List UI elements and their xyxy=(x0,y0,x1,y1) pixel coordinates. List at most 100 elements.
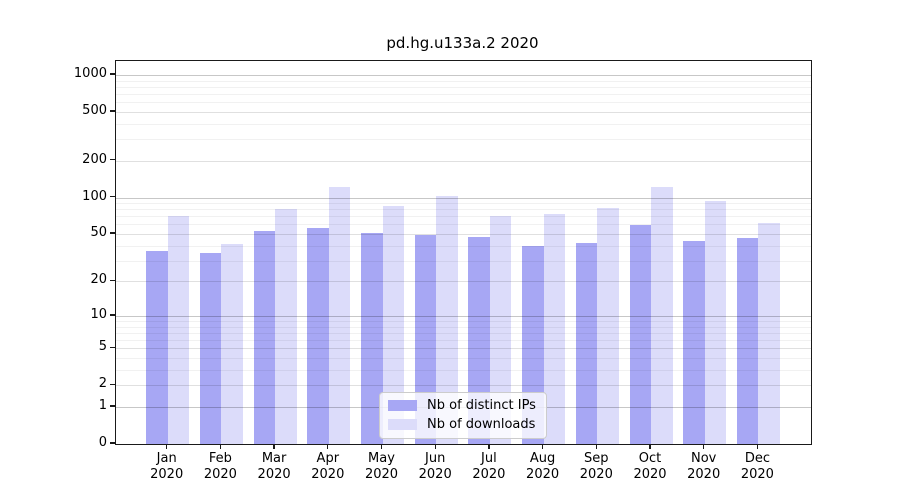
y-tick-500 xyxy=(110,110,115,112)
y-tick-label-100: 100 xyxy=(82,188,107,204)
x-tick-label-dec: Dec 2020 xyxy=(725,451,789,483)
x-tick-label-aug: Aug 2020 xyxy=(511,451,575,483)
legend-item-downloads: Nb of downloads xyxy=(388,417,536,432)
x-tick-may xyxy=(380,444,383,449)
x-tick-label-oct: Oct 2020 xyxy=(618,451,682,483)
month-name: Feb xyxy=(208,451,232,466)
gridline-80 xyxy=(116,209,811,211)
x-tick-jul xyxy=(488,444,490,449)
gridline-60 xyxy=(116,224,811,226)
bar-ips-mar xyxy=(253,230,276,444)
x-tick-label-jun: Jun 2020 xyxy=(403,451,467,483)
y-tick-label-1: 1 xyxy=(98,398,107,413)
gridline-1000 xyxy=(116,74,811,76)
chart-title: pd.hg.u133a.2 2020 xyxy=(386,34,539,52)
gridline-9 xyxy=(116,321,811,322)
gridline-600 xyxy=(116,102,811,104)
y-tick-label-50: 50 xyxy=(90,225,107,240)
month-year: 2020 xyxy=(472,467,506,482)
x-tick-mar xyxy=(273,444,275,449)
x-tick-label-mar: Mar 2020 xyxy=(242,451,306,483)
gridline-10 xyxy=(116,315,811,317)
y-tick-1000 xyxy=(110,73,115,75)
x-tick-apr xyxy=(327,444,329,449)
legend: Nb of distinct IPs Nb of downloads xyxy=(379,392,547,439)
x-tick-label-jan: Jan 2020 xyxy=(135,451,199,483)
x-tick-label-feb: Feb 2020 xyxy=(188,451,252,483)
gridline-900 xyxy=(116,80,811,82)
x-tick-label-jul: Jul 2020 xyxy=(457,451,521,483)
gridline-200 xyxy=(116,160,811,162)
legend-label-downloads: Nb of downloads xyxy=(427,417,536,432)
plot-area: Nb of distinct IPs Nb of downloads xyxy=(115,60,812,445)
bar-downloads-aug xyxy=(543,214,566,444)
bar-downloads-jun xyxy=(436,195,458,444)
x-tick-label-sep: Sep 2020 xyxy=(564,451,628,483)
gridline-400 xyxy=(116,123,811,125)
gridline-5 xyxy=(116,348,811,350)
y-tick-label-200: 200 xyxy=(82,151,107,167)
bar-ips-dec xyxy=(736,238,759,444)
y-tick-label-10: 10 xyxy=(90,306,107,322)
month-year: 2020 xyxy=(687,467,721,482)
gridline-2 xyxy=(116,385,811,387)
month-name: Mar xyxy=(261,451,287,466)
y-tick-0 xyxy=(110,442,115,444)
month-name: Sep xyxy=(584,451,609,466)
y-tick-50 xyxy=(110,232,115,234)
y-tick-200 xyxy=(110,159,115,161)
month-year: 2020 xyxy=(579,467,613,482)
gridline-90 xyxy=(116,203,811,204)
month-year: 2020 xyxy=(311,467,345,482)
bar-ips-feb xyxy=(199,252,222,444)
y-tick-10 xyxy=(110,314,115,316)
x-tick-dec xyxy=(756,444,759,449)
y-tick-20 xyxy=(110,279,115,282)
y-tick-label-0: 0 xyxy=(98,435,107,450)
month-year: 2020 xyxy=(740,467,774,482)
y-tick-100 xyxy=(110,195,115,198)
gridline-20 xyxy=(116,281,811,283)
x-tick-label-may: May 2020 xyxy=(350,451,414,483)
bar-ips-nov xyxy=(683,240,705,444)
month-name: Jul xyxy=(481,451,497,466)
bar-downloads-mar xyxy=(275,209,297,444)
bar-downloads-oct xyxy=(651,186,673,444)
y-tick-label-20: 20 xyxy=(90,272,107,288)
bar-downloads-may xyxy=(382,206,404,444)
gridline-700 xyxy=(116,94,811,95)
bar-ips-sep xyxy=(575,243,598,444)
x-tick-sep xyxy=(595,444,597,449)
legend-swatch-downloads xyxy=(388,419,417,430)
gridline-40 xyxy=(116,245,811,247)
gridline-8 xyxy=(116,326,811,328)
month-year: 2020 xyxy=(633,467,667,482)
month-year: 2020 xyxy=(150,467,184,482)
y-tick-label-500: 500 xyxy=(82,102,107,118)
bar-ips-jun xyxy=(414,235,437,444)
month-name: Apr xyxy=(316,451,340,466)
x-tick-oct xyxy=(649,444,651,449)
gridline-7 xyxy=(116,332,811,334)
bar-downloads-jul xyxy=(489,216,512,444)
month-year: 2020 xyxy=(418,467,452,482)
x-tick-label-apr: Apr 2020 xyxy=(296,451,360,483)
bar-downloads-sep xyxy=(597,208,619,444)
bar-ips-apr xyxy=(307,228,329,444)
month-year: 2020 xyxy=(203,467,237,482)
x-tick-feb xyxy=(219,444,222,449)
month-name: Oct xyxy=(638,451,662,466)
x-tick-label-nov: Nov 2020 xyxy=(672,451,736,483)
month-name: Aug xyxy=(529,451,556,466)
legend-label-distinct-ips: Nb of distinct IPs xyxy=(427,398,536,413)
month-name: Jun xyxy=(425,451,446,466)
month-year: 2020 xyxy=(257,467,291,482)
gridline-4 xyxy=(116,358,811,359)
x-tick-nov xyxy=(703,444,705,449)
bar-ips-may xyxy=(361,232,383,444)
bar-downloads-feb xyxy=(221,244,243,444)
month-name: Nov xyxy=(691,451,717,466)
gridline-500 xyxy=(116,111,811,113)
bar-downloads-nov xyxy=(704,200,727,444)
